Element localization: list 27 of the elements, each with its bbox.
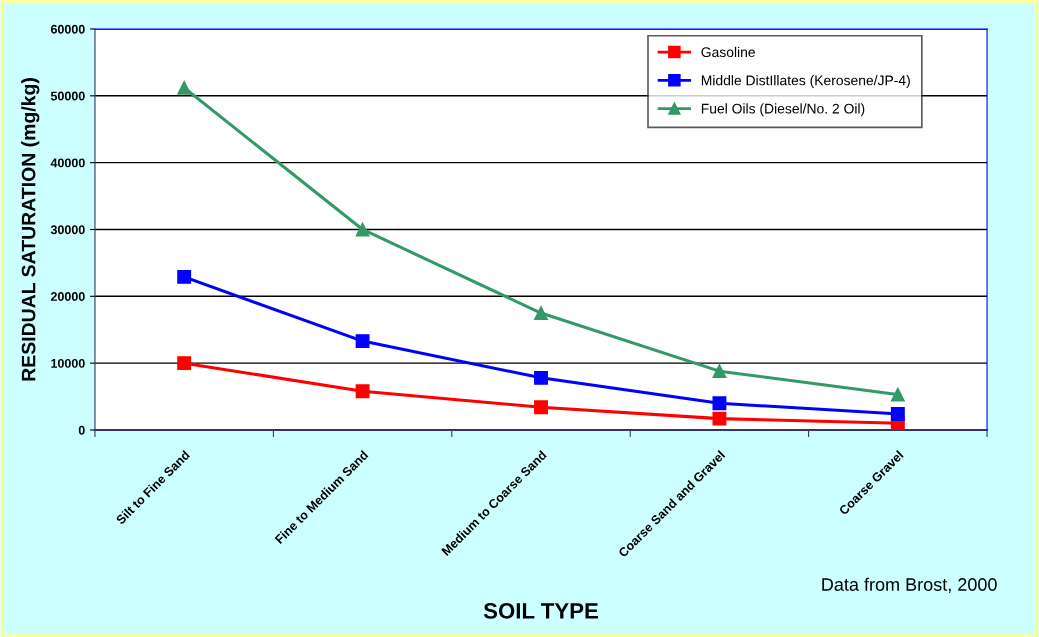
point [712, 411, 727, 426]
y-tick-label: 20000 [50, 292, 85, 301]
point [355, 334, 370, 349]
y-tick-label: 10000 [51, 358, 85, 368]
point [534, 370, 548, 385]
point [177, 80, 192, 95]
legend-label: Middle DistIllates (Kerosene/JP-4) [701, 75, 910, 89]
y-tick-label: 60000 [50, 24, 85, 34]
point [712, 396, 727, 411]
y-tick-label: 0 [78, 425, 85, 435]
point [355, 222, 370, 237]
point [177, 269, 192, 284]
point [355, 384, 370, 399]
x-axis-title: SOIL TYPE [483, 602, 598, 619]
point [534, 306, 548, 320]
point [890, 387, 905, 402]
point [177, 356, 192, 371]
point [534, 400, 548, 415]
legend-label: Fuel Oils (Diesel/No. 2 Oil) [701, 103, 865, 117]
y-tick-label: 30000 [50, 225, 85, 235]
text: Data from Brost, 2000 [822, 577, 997, 594]
legend-label: Gasoline [701, 46, 755, 58]
y-tick-label: 40000 [50, 158, 85, 168]
point [712, 364, 727, 379]
point [890, 406, 905, 421]
y-axis-title: RESIDUAL SATURATION (mg/kg) [21, 78, 40, 381]
y-tick-label: 50000 [50, 91, 85, 101]
